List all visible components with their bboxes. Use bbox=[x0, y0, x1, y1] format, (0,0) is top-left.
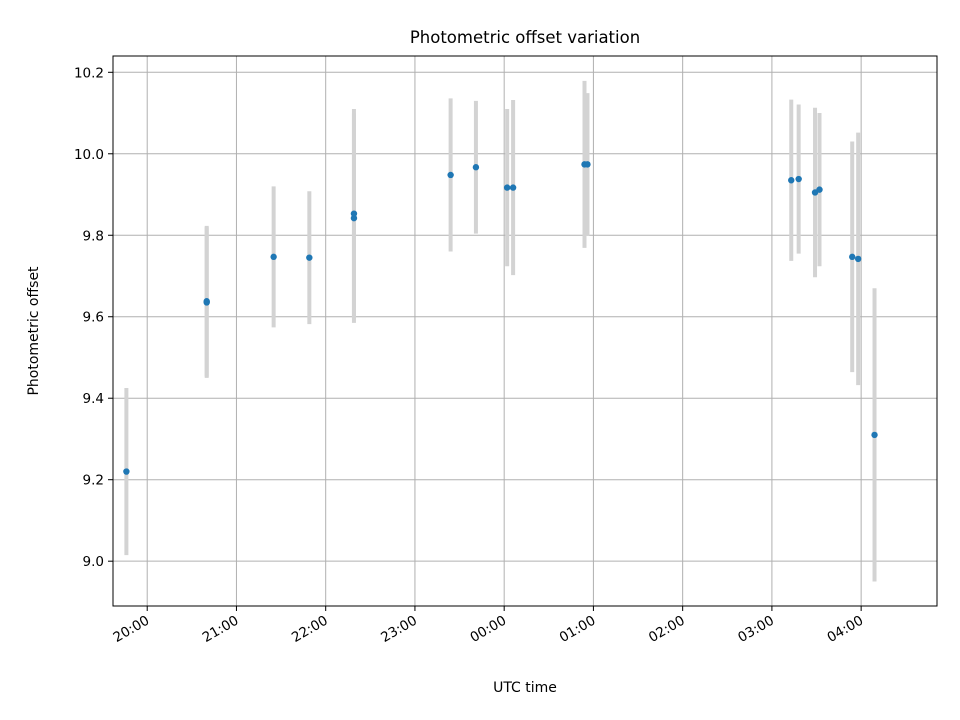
data-point bbox=[350, 210, 358, 217]
x-axis-label: UTC time bbox=[493, 680, 557, 696]
y-axis-label: Photometric offset bbox=[26, 266, 42, 396]
y-tick-label: 9.0 bbox=[83, 554, 104, 570]
data-point bbox=[203, 298, 210, 305]
data-point bbox=[350, 214, 358, 222]
data-point bbox=[849, 253, 856, 261]
data-point bbox=[854, 255, 862, 263]
data-point bbox=[503, 184, 511, 191]
data-points bbox=[123, 161, 878, 475]
data-point bbox=[472, 164, 480, 171]
data-point bbox=[270, 253, 277, 261]
data-point bbox=[871, 431, 878, 439]
data-point bbox=[306, 254, 313, 261]
y-tick-label: 9.2 bbox=[83, 473, 104, 489]
y-tick-label: 9.6 bbox=[83, 310, 104, 326]
data-point bbox=[795, 175, 802, 183]
data-point bbox=[816, 186, 823, 193]
data-point bbox=[123, 468, 130, 475]
y-tick-label: 10.0 bbox=[74, 147, 104, 163]
data-point bbox=[584, 161, 591, 168]
plot-frame bbox=[112, 55, 938, 607]
data-point bbox=[788, 177, 795, 184]
y-tick-label: 9.4 bbox=[83, 391, 104, 407]
y-tick-label: 9.8 bbox=[83, 228, 104, 244]
data-point bbox=[447, 171, 454, 179]
y-tick-label: 10.2 bbox=[74, 65, 104, 81]
data-point bbox=[509, 184, 517, 191]
grid-lines bbox=[113, 56, 937, 606]
chart-title: Photometric offset variation bbox=[410, 28, 640, 47]
